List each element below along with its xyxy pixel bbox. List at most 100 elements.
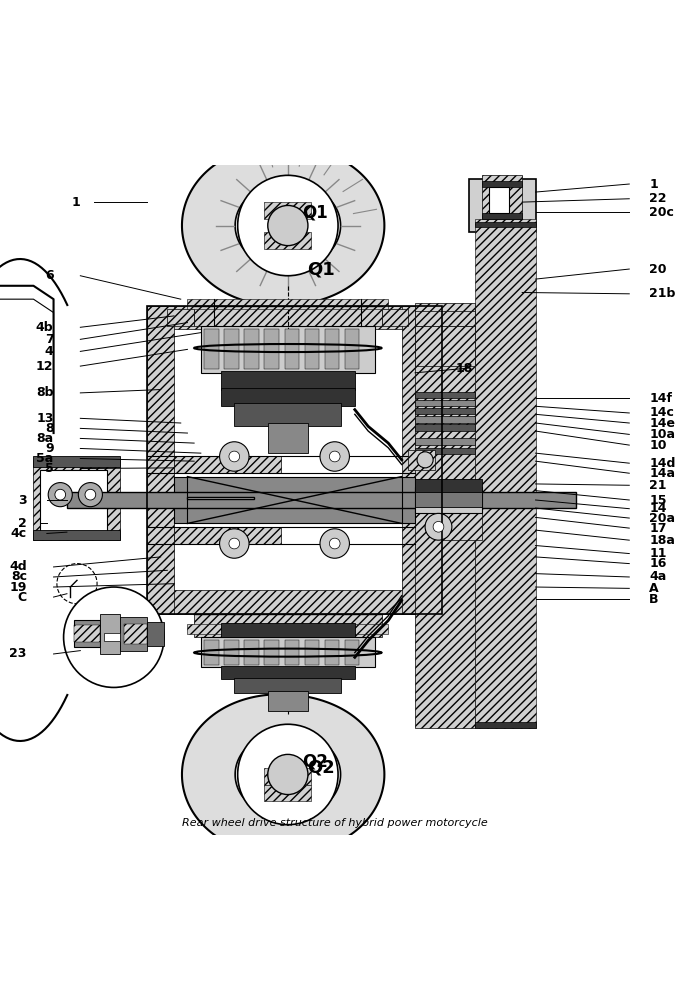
Bar bbox=[148, 622, 164, 646]
Bar bbox=[402, 306, 442, 473]
Bar bbox=[415, 492, 482, 507]
Text: 9: 9 bbox=[45, 442, 54, 455]
Bar bbox=[415, 479, 482, 493]
Text: Q1: Q1 bbox=[302, 203, 328, 221]
Bar bbox=[415, 424, 475, 431]
Text: 4b: 4b bbox=[36, 321, 54, 334]
Bar bbox=[324, 329, 339, 369]
Text: 3: 3 bbox=[18, 493, 27, 506]
Bar bbox=[201, 637, 375, 667]
Text: 14f: 14f bbox=[649, 392, 673, 405]
Bar bbox=[442, 513, 482, 540]
Text: 7: 7 bbox=[45, 333, 54, 346]
Bar bbox=[174, 477, 415, 523]
Bar bbox=[188, 624, 388, 634]
Text: 4d: 4d bbox=[9, 560, 27, 573]
Bar bbox=[415, 392, 475, 398]
Bar bbox=[221, 623, 355, 637]
Text: 20: 20 bbox=[649, 263, 667, 276]
Bar bbox=[33, 456, 120, 467]
Circle shape bbox=[320, 529, 350, 558]
Bar bbox=[101, 614, 120, 654]
Bar bbox=[482, 175, 522, 219]
Text: 8: 8 bbox=[45, 422, 54, 435]
Text: 1: 1 bbox=[71, 196, 80, 209]
Bar bbox=[244, 329, 259, 369]
Bar bbox=[305, 329, 320, 369]
Bar bbox=[194, 614, 381, 637]
Text: 14c: 14c bbox=[649, 406, 675, 419]
Text: 18: 18 bbox=[455, 362, 473, 375]
Bar bbox=[469, 179, 536, 232]
Circle shape bbox=[268, 754, 308, 795]
Bar bbox=[120, 617, 148, 651]
Circle shape bbox=[48, 483, 72, 507]
Polygon shape bbox=[182, 694, 384, 855]
Circle shape bbox=[329, 538, 340, 549]
Circle shape bbox=[78, 483, 103, 507]
Text: 2: 2 bbox=[18, 517, 27, 530]
Bar bbox=[174, 456, 281, 473]
Bar bbox=[235, 678, 341, 693]
Bar bbox=[475, 222, 536, 227]
Bar bbox=[409, 450, 435, 470]
Text: 5: 5 bbox=[45, 462, 54, 475]
Circle shape bbox=[425, 513, 452, 540]
Bar bbox=[284, 329, 299, 369]
Bar bbox=[188, 497, 254, 499]
Bar bbox=[221, 666, 355, 679]
Bar bbox=[415, 448, 475, 454]
Text: 4: 4 bbox=[45, 345, 54, 358]
Text: 14: 14 bbox=[649, 502, 667, 515]
Bar bbox=[415, 306, 475, 728]
Text: 14d: 14d bbox=[649, 457, 676, 470]
Text: 14a: 14a bbox=[649, 467, 675, 480]
Bar bbox=[73, 620, 101, 647]
Bar bbox=[265, 202, 311, 219]
Bar bbox=[194, 306, 381, 326]
Circle shape bbox=[320, 442, 350, 471]
Circle shape bbox=[64, 587, 164, 687]
Bar bbox=[415, 416, 475, 423]
Circle shape bbox=[417, 452, 433, 468]
Text: 5a: 5a bbox=[36, 452, 54, 465]
Polygon shape bbox=[235, 732, 341, 817]
Text: 12: 12 bbox=[36, 360, 54, 373]
Bar bbox=[415, 487, 482, 513]
Text: 21b: 21b bbox=[649, 287, 676, 300]
Text: 22: 22 bbox=[649, 192, 667, 205]
Bar bbox=[221, 371, 355, 390]
Bar bbox=[188, 299, 388, 309]
Bar bbox=[305, 640, 320, 665]
Circle shape bbox=[237, 724, 338, 825]
Text: 8c: 8c bbox=[11, 570, 27, 583]
Bar bbox=[148, 306, 449, 329]
Circle shape bbox=[329, 451, 340, 462]
Bar bbox=[415, 408, 475, 414]
Bar bbox=[148, 590, 449, 614]
Bar bbox=[415, 438, 475, 445]
Text: 1: 1 bbox=[649, 178, 658, 191]
Bar bbox=[265, 232, 311, 249]
Bar bbox=[167, 309, 194, 326]
Text: B: B bbox=[649, 593, 659, 606]
Bar bbox=[265, 785, 311, 801]
Text: 6: 6 bbox=[45, 269, 54, 282]
Bar bbox=[265, 640, 279, 665]
Bar bbox=[204, 640, 219, 665]
Bar bbox=[224, 640, 239, 665]
Bar bbox=[345, 640, 360, 665]
Text: 4c: 4c bbox=[11, 527, 27, 540]
Text: 17: 17 bbox=[649, 522, 667, 535]
Bar bbox=[174, 527, 281, 544]
Bar bbox=[482, 213, 522, 219]
Bar bbox=[475, 219, 536, 728]
Text: 19: 19 bbox=[10, 581, 27, 594]
Bar bbox=[265, 768, 311, 785]
Circle shape bbox=[55, 489, 65, 500]
Text: 8a: 8a bbox=[37, 432, 54, 445]
Bar bbox=[415, 311, 475, 326]
Bar bbox=[489, 187, 509, 213]
Bar bbox=[67, 492, 576, 508]
Circle shape bbox=[268, 205, 308, 246]
